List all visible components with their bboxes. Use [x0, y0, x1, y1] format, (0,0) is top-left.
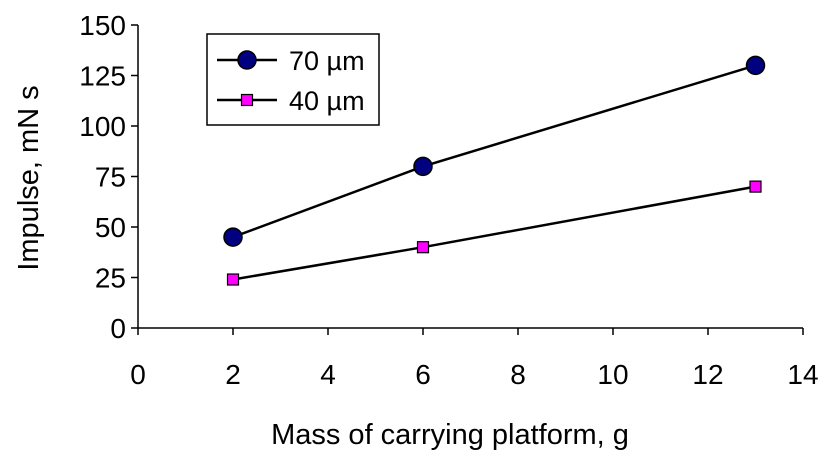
y-axis-title: Impulse, mN s: [13, 85, 45, 270]
data-point-square: [226, 273, 240, 286]
legend-label: 40 µm: [289, 86, 365, 116]
legend-label: 70 µm: [289, 46, 365, 76]
series-line: [232, 185, 756, 281]
x-tick-label: 10: [597, 359, 628, 390]
y-tick-label: 50: [95, 212, 126, 243]
x-tick-label: 0: [130, 359, 146, 390]
x-tick-label: 12: [692, 359, 723, 390]
x-tick-label: 6: [415, 359, 431, 390]
plot-series: [223, 55, 766, 286]
data-point-square: [749, 180, 762, 193]
data-point-circle: [745, 55, 766, 76]
x-tick-label: 4: [320, 359, 336, 390]
data-point-square: [240, 93, 254, 107]
y-tick-label: 25: [95, 263, 126, 294]
data-point-circle: [413, 156, 433, 177]
y-tick-label: 75: [95, 162, 126, 193]
x-tick-label: 2: [225, 359, 241, 390]
y-tick-label: 150: [79, 10, 126, 41]
data-point-circle: [223, 227, 243, 247]
axes: 0 25 50 75 100 125 150 0 2 4 6 8 10 12 14: [79, 10, 818, 390]
x-axis-title: Mass of carrying platform, g: [271, 419, 629, 451]
data-point-circle: [237, 50, 257, 70]
y-tick-label: 100: [79, 111, 126, 142]
data-point-square: [416, 241, 430, 254]
y-tick-label: 125: [79, 61, 126, 92]
legend: 70 µm 40 µm: [206, 33, 380, 126]
legend-entry: 40 µm: [217, 86, 365, 116]
legend-entry: 70 µm: [217, 46, 365, 76]
series-40um: [226, 180, 762, 286]
x-tick-label: 8: [510, 359, 526, 390]
series-70um: [223, 55, 766, 247]
y-tick-label: 0: [110, 313, 126, 344]
x-tick-label: 14: [787, 359, 818, 390]
legend-box: [206, 33, 380, 126]
